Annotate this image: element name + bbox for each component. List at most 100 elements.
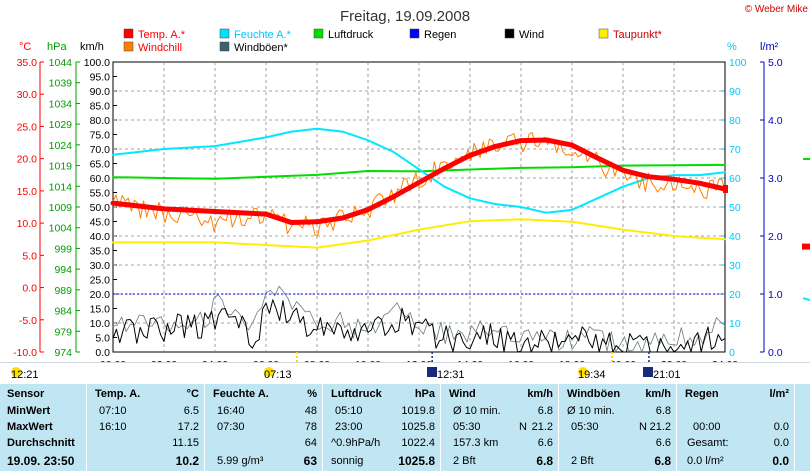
wind-tick-20: 0.0 — [95, 347, 110, 359]
rain-tick-1: 4.0 — [768, 115, 783, 127]
press-tick-0: 1044 — [49, 57, 73, 69]
wind-tick-3: 85.0 — [90, 101, 111, 113]
right-temp-indicator — [802, 243, 810, 250]
temp-min-value: 6.5 — [183, 405, 199, 417]
wind-tick-8: 60.0 — [90, 173, 111, 185]
gust-max-time: 05:30 — [571, 421, 599, 433]
legend-swatch-5 — [598, 28, 609, 39]
series-group — [110, 127, 810, 362]
chart-title: Freitag, 19.09.2008 — [340, 8, 470, 25]
gust-header: Windböen — [567, 388, 621, 400]
temp-tick-8: -5.0 — [19, 315, 37, 327]
hum-max-value: 78 — [304, 421, 317, 433]
gust-mean: 6.6 — [655, 437, 671, 449]
col-sensor: Sensor MinWert MaxWert Durchschnitt 19.0… — [0, 384, 86, 471]
hum-tick-3: 70 — [729, 144, 741, 156]
press-avg: 1022.4 — [401, 437, 435, 449]
hum-tick-2: 80 — [729, 115, 741, 127]
wind-tick-14: 30.0 — [90, 260, 111, 272]
press-tick-11: 989 — [54, 285, 72, 297]
hum-tick-9: 10 — [729, 318, 741, 330]
hum-axis-label: % — [727, 41, 737, 53]
wind-tick-16: 20.0 — [90, 289, 111, 301]
gust-max-value: 21.2 — [649, 421, 671, 433]
legend-label-2: Luftdruck — [328, 29, 374, 41]
weather-chart: Freitag, 19.09.2008 © Weber Mike Temp. A… — [13, 4, 810, 362]
row-min-label: MinWert — [7, 405, 51, 417]
wind-unit: km/h — [527, 388, 553, 400]
press-unit: hPa — [414, 388, 435, 400]
legend-label-3: Regen — [424, 29, 456, 41]
temp-tick-5: 10.0 — [17, 218, 38, 230]
wind-axis-label: km/h — [80, 41, 104, 53]
rain-current: 0.0 — [772, 454, 789, 468]
moon-time-right: 21:01 — [643, 366, 681, 381]
x-tick-9: 18:00 — [559, 359, 585, 362]
rain-time: 00:00 — [693, 421, 721, 433]
press-tick-14: 974 — [54, 347, 72, 359]
wind-tick-12: 40.0 — [90, 231, 111, 243]
gust-current: 6.8 — [654, 454, 671, 468]
rain-max-value: 0.0 — [773, 421, 789, 433]
gust-avg-label: Ø 10 min. — [567, 405, 615, 417]
legend-label-4: Wind — [519, 29, 544, 41]
gust-avg-value: 6.8 — [655, 405, 671, 417]
hum-header: Feuchte A. — [213, 388, 269, 400]
row-avg-label: Durchschnitt — [7, 437, 75, 449]
temp-tick-0: 35.0 — [17, 57, 38, 69]
hum-current: 63 — [303, 454, 317, 468]
x-tick-1: 02:00 — [151, 359, 177, 362]
sensor-header: Sensor — [7, 388, 45, 400]
gust-beaufort: 2 Bft — [571, 455, 594, 467]
gust-max-direction: N — [639, 421, 647, 433]
rain-tick-3: 2.0 — [768, 231, 783, 243]
press-max-value: 1025.8 — [401, 421, 435, 433]
x-tick-0: 00:00 — [100, 359, 126, 362]
col-humidity: Feuchte A. % 16:40 48 07:30 78 64 5.99 g… — [204, 384, 323, 471]
legend-label-5: Taupunkt* — [613, 29, 663, 41]
sunset-time: 19:34 — [578, 367, 606, 381]
gust-line — [112, 285, 726, 353]
press-min-value: 1019.8 — [401, 405, 435, 417]
col-temp: Temp. A. °C 07:10 6.5 16:10 17.2 11.15 1… — [86, 384, 205, 471]
x-tick-8: 16:00 — [508, 359, 534, 362]
rain-today: 0.0 l/m² — [687, 455, 724, 467]
press-axis-label: hPa — [47, 41, 67, 53]
press-trend: ^0.9hPa/h — [331, 437, 381, 449]
legend-swatch-2 — [313, 28, 324, 39]
press-tick-3: 1029 — [49, 119, 73, 131]
legend-swatch-4 — [504, 28, 515, 39]
row-current-label: 19.09. 23:50 — [7, 454, 75, 468]
press-min-time: 05:10 — [335, 405, 363, 417]
pressure-line — [112, 163, 726, 180]
temp-tick-7: 0.0 — [22, 283, 37, 295]
temp-max-value: 17.2 — [177, 421, 199, 433]
x-tick-5: 10:00 — [355, 359, 381, 362]
temp-tick-3: 20.0 — [17, 154, 38, 166]
wind-avg-value: 6.8 — [537, 405, 553, 417]
sunset-icon — [578, 367, 588, 378]
rain-tick-5: 0.0 — [768, 347, 783, 359]
right-humidity-indicator — [802, 297, 810, 302]
press-tick-4: 1024 — [49, 140, 73, 152]
temp-end-marker — [723, 184, 728, 193]
x-tick-12: 24:00 — [712, 359, 738, 362]
moon-time-left: 12:21 — [11, 367, 39, 381]
wind-tick-5: 75.0 — [90, 130, 111, 142]
temp-unit: °C — [186, 388, 199, 400]
hum-avg: 64 — [304, 437, 317, 449]
credit-label: © Weber Mike — [745, 4, 809, 15]
stats-table: Sensor MinWert MaxWert Durchschnitt 19.0… — [0, 384, 810, 471]
legend-label-7: Windböen* — [234, 42, 289, 54]
legend-label-1: Feuchte A.* — [234, 29, 292, 41]
hum-tick-4: 60 — [729, 173, 741, 185]
wind-tick-19: 5.0 — [95, 333, 110, 345]
temp-tick-9: -10.0 — [13, 347, 37, 359]
moon-icon-2 — [643, 367, 653, 378]
sunrise-time: 07:13 — [264, 367, 292, 381]
press-tick-8: 1004 — [49, 223, 73, 235]
humidity-line — [112, 127, 726, 214]
wind-max-time: 05:30 — [453, 421, 481, 433]
press-tick-7: 1009 — [49, 202, 73, 214]
press-max-time: 23:00 — [335, 421, 363, 433]
